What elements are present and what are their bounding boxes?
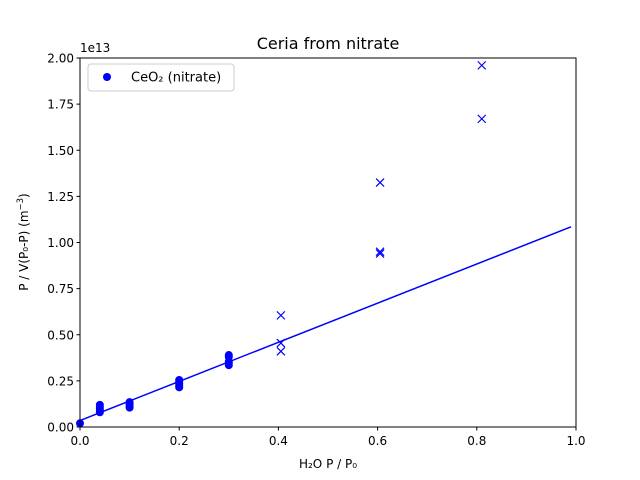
y-tick-label: 1.00 <box>47 236 74 250</box>
y-axis-label: P / V(P₀-P) (m−3) <box>16 193 31 291</box>
plot-background <box>80 58 576 427</box>
plot-area <box>80 58 576 427</box>
data-point-x <box>477 114 487 124</box>
y-axis-label-close: ) <box>17 193 31 198</box>
data-point-x <box>375 247 385 257</box>
y-tick-label: 0.25 <box>47 374 74 388</box>
x-axis-label: H₂O P / P₀ <box>299 457 357 471</box>
x-tick-label: 0.0 <box>70 434 89 448</box>
y-tick-label: 1.50 <box>47 144 74 158</box>
data-point-circle <box>95 400 104 409</box>
plot-frame <box>79 57 577 428</box>
y-axis: 0.00 0.25 0.50 0.75 1.00 1.25 1.50 1.75 2.00 <box>47 52 80 435</box>
y-offset-label: 1e13 <box>80 41 110 55</box>
y-axis-label-exponent: −3 <box>16 198 26 211</box>
x-axis: 0.0 0.2 0.4 0.6 0.8 1.0 <box>70 427 586 448</box>
y-tick-label: 2.00 <box>47 52 74 66</box>
x-tick-label: 0.6 <box>368 434 387 448</box>
chart-title: Ceria from nitrate <box>257 34 400 53</box>
data-point-circle <box>224 351 233 360</box>
legend-box <box>87 63 235 92</box>
y-tick-label: 1.25 <box>47 190 74 204</box>
y-axis-label-main: P / V(P₀-P) (m <box>17 210 31 290</box>
data-point-x <box>477 60 487 70</box>
legend-label: CeO₂ (nitrate) <box>131 71 221 86</box>
fit-line <box>79 226 572 422</box>
x-tick-label: 1.0 <box>566 434 585 448</box>
legend: CeO₂ (nitrate) <box>87 63 235 92</box>
data-point-x <box>276 346 286 356</box>
series-layer <box>76 60 572 428</box>
data-point-x <box>276 310 286 320</box>
x-tick-label: 0.4 <box>269 434 288 448</box>
y-tick-label: 0.50 <box>47 328 74 342</box>
data-point-x <box>375 249 385 258</box>
y-tick-label: 0.00 <box>47 421 74 435</box>
y-tick-label: 1.75 <box>47 98 74 112</box>
x-tick-label: 0.2 <box>170 434 189 448</box>
x-tick-label: 0.8 <box>467 434 486 448</box>
y-tick-label: 0.75 <box>47 282 74 296</box>
data-point-x <box>375 178 385 187</box>
legend-marker-circle <box>103 73 111 81</box>
